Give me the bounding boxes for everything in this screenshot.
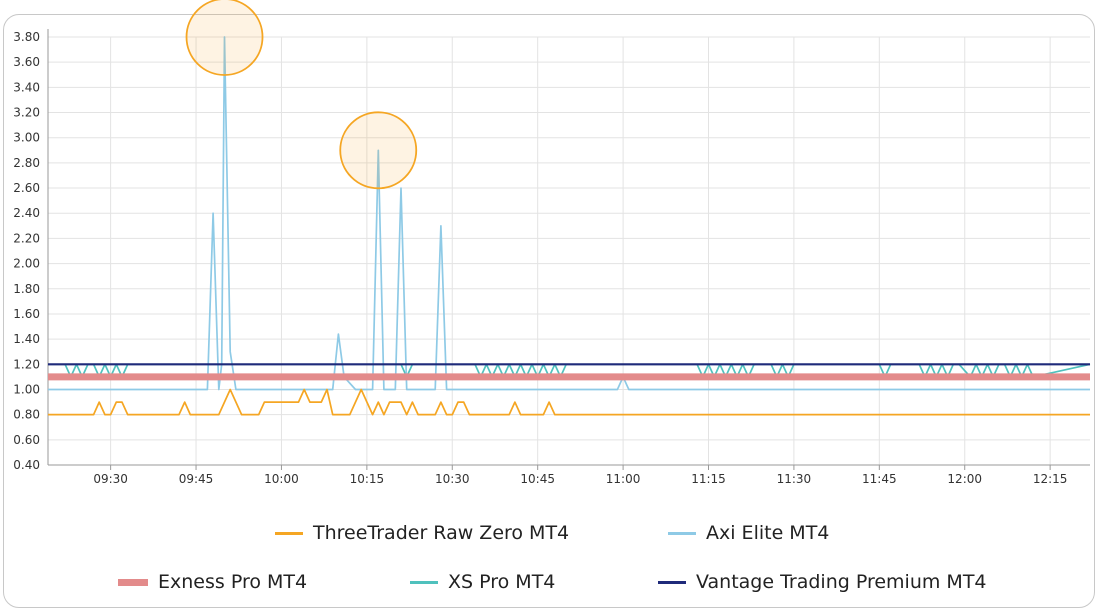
x-tick-label: 10:00 bbox=[264, 472, 299, 486]
y-tick-label: 0.80 bbox=[13, 408, 40, 422]
y-tick-label: 3.40 bbox=[13, 80, 40, 94]
y-tick-label: 1.80 bbox=[13, 282, 40, 296]
y-tick-label: 1.20 bbox=[13, 357, 40, 371]
legend-label: ThreeTrader Raw Zero MT4 bbox=[313, 522, 570, 544]
legend-swatch bbox=[668, 531, 696, 535]
legend-item[interactable]: XS Pro MT4 bbox=[410, 570, 555, 594]
x-tick-label: 11:15 bbox=[691, 472, 726, 486]
y-tick-label: 0.40 bbox=[13, 458, 40, 472]
legend-swatch bbox=[118, 578, 148, 586]
y-tick-label: 1.00 bbox=[13, 382, 40, 396]
y-tick-label: 3.80 bbox=[13, 30, 40, 44]
y-tick-label: 2.80 bbox=[13, 156, 40, 170]
legend-swatch bbox=[410, 580, 438, 584]
highlight-circle bbox=[339, 111, 418, 190]
y-tick-label: 1.40 bbox=[13, 332, 40, 346]
y-tick-label: 0.60 bbox=[13, 433, 40, 447]
y-tick-label: 2.60 bbox=[13, 181, 40, 195]
x-tick-label: 10:45 bbox=[520, 472, 555, 486]
x-tick-label: 10:15 bbox=[350, 472, 385, 486]
series-line-threetrader-raw-zero-mt4 bbox=[48, 388, 1090, 416]
y-tick-label: 2.40 bbox=[13, 206, 40, 220]
y-tick-label: 3.00 bbox=[13, 131, 40, 145]
y-tick-label: 2.20 bbox=[13, 231, 40, 245]
x-tick-label: 11:00 bbox=[606, 472, 641, 486]
x-tick-label: 12:00 bbox=[947, 472, 982, 486]
y-tick-label: 2.00 bbox=[13, 257, 40, 271]
legend-item[interactable]: Vantage Trading Premium MT4 bbox=[658, 570, 987, 594]
y-tick-label: 3.20 bbox=[13, 106, 40, 120]
legend-item[interactable]: Exness Pro MT4 bbox=[118, 570, 307, 594]
x-tick-label: 10:30 bbox=[435, 472, 470, 486]
series-line-axi-elite-mt4 bbox=[48, 36, 1090, 391]
x-tick-label: 12:15 bbox=[1033, 472, 1068, 486]
legend-item[interactable]: ThreeTrader Raw Zero MT4 bbox=[275, 521, 569, 545]
x-tick-label: 11:30 bbox=[777, 472, 812, 486]
highlight-circle bbox=[185, 0, 264, 76]
legend-swatch bbox=[658, 580, 686, 584]
x-tick-label: 09:45 bbox=[179, 472, 214, 486]
x-tick-label: 11:45 bbox=[862, 472, 897, 486]
y-tick-label: 3.60 bbox=[13, 55, 40, 69]
legend-swatch bbox=[275, 531, 303, 535]
x-tick-label: 09:30 bbox=[93, 472, 128, 486]
legend-label: XS Pro MT4 bbox=[448, 571, 556, 593]
legend-label: Vantage Trading Premium MT4 bbox=[696, 571, 987, 593]
legend-label: Exness Pro MT4 bbox=[158, 571, 308, 593]
legend-item[interactable]: Axi Elite MT4 bbox=[668, 521, 829, 545]
y-tick-label: 1.60 bbox=[13, 307, 40, 321]
legend-label: Axi Elite MT4 bbox=[706, 522, 830, 544]
